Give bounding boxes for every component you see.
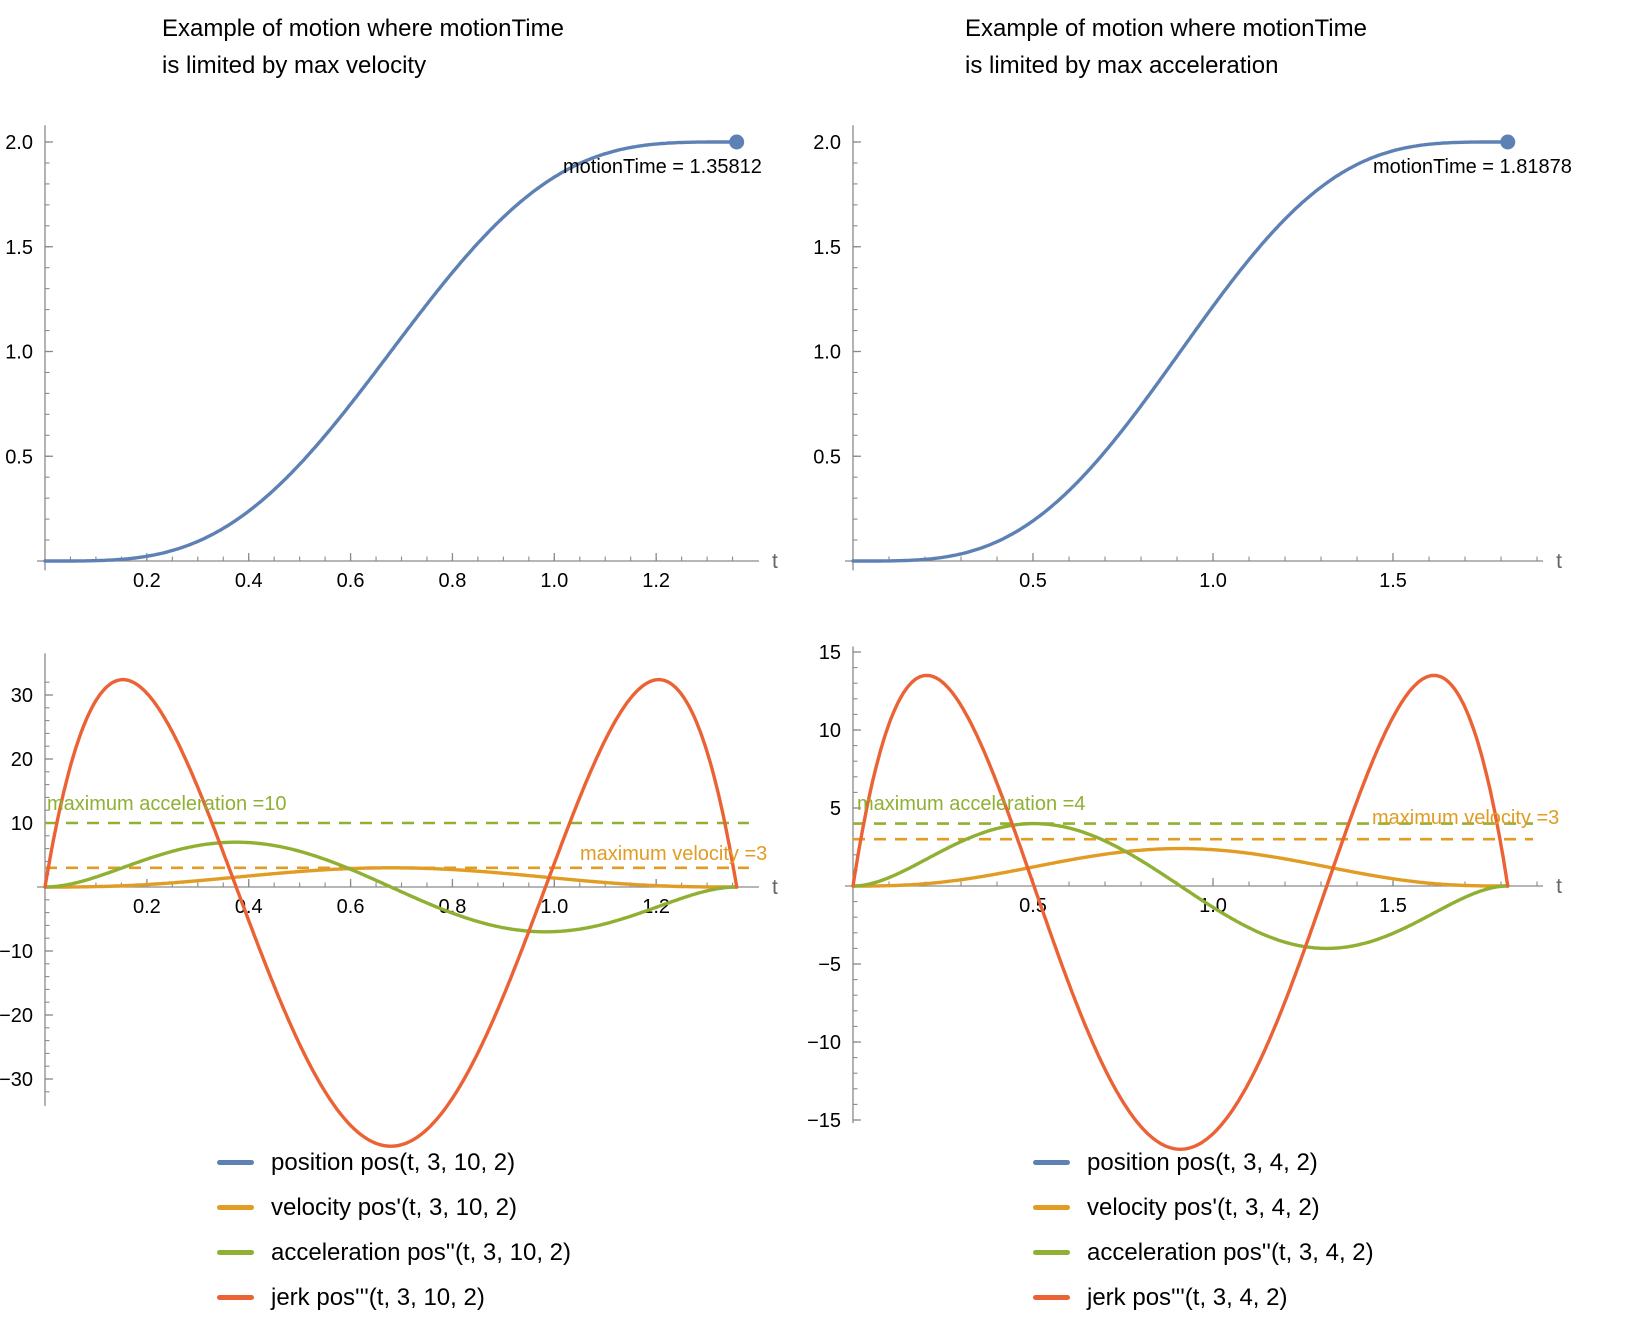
legend-label: velocity pos'(t, 3, 10, 2) [271,1193,518,1221]
svg-text:1.0: 1.0 [813,342,841,364]
svg-text:0.5: 0.5 [813,446,841,468]
legend-label: velocity pos'(t, 3, 4, 2) [1087,1193,1320,1221]
svg-text:0.8: 0.8 [439,896,467,918]
svg-text:10: 10 [819,720,841,742]
svg-text:30: 30 [11,685,33,707]
legend-item-acceleration: acceleration pos''(t, 3, 4, 2) [1033,1230,1374,1275]
svg-text:0.4: 0.4 [235,570,263,592]
legend-right: position pos(t, 3, 4, 2) velocity pos'(t… [1033,1140,1374,1320]
svg-text:5: 5 [830,798,841,820]
svg-text:0.6: 0.6 [337,896,365,918]
title-left-line-1: Example of motion where motionTime [162,15,564,42]
jerk-line-swatch [217,1295,254,1300]
legend-label: acceleration pos''(t, 3, 10, 2) [271,1238,571,1266]
svg-text:−30: −30 [0,1069,33,1091]
position-line-swatch [1033,1160,1070,1165]
svg-text:1.5: 1.5 [5,237,33,259]
svg-text:1.0: 1.0 [1199,570,1227,592]
annotation-motion-time-left: motionTime = 1.35812 [563,156,762,178]
legend-item-velocity: velocity pos'(t, 3, 10, 2) [217,1185,571,1230]
position-line-swatch [217,1160,254,1165]
legend-label: position pos(t, 3, 10, 2) [271,1148,516,1176]
plot-position-velocity-limited: 0.2 0.4 0.6 0.8 1.0 1.2 0.5 1.0 1.5 2.0 t [5,125,778,592]
annotation-motion-time-right: motionTime = 1.81878 [1373,156,1572,178]
jerk-line-swatch [1033,1295,1070,1300]
svg-text:t: t [772,876,778,899]
svg-text:1.0: 1.0 [540,570,568,592]
svg-text:−5: −5 [818,954,841,976]
svg-text:1.5: 1.5 [813,237,841,259]
svg-text:−10: −10 [807,1032,841,1054]
svg-text:0.2: 0.2 [133,570,161,592]
legend-label: position pos(t, 3, 4, 2) [1087,1148,1318,1176]
svg-text:t: t [772,550,778,573]
velocity-line-swatch [1033,1205,1070,1210]
legend-label: acceleration pos''(t, 3, 4, 2) [1087,1238,1374,1266]
svg-text:0.6: 0.6 [337,570,365,592]
svg-text:2.0: 2.0 [813,132,841,154]
svg-text:1.5: 1.5 [1379,895,1407,917]
svg-text:0.2: 0.2 [133,896,161,918]
legend-item-position: position pos(t, 3, 10, 2) [217,1140,571,1185]
acceleration-line-swatch [217,1250,254,1255]
svg-text:1.2: 1.2 [642,570,670,592]
svg-text:1.5: 1.5 [1379,570,1407,592]
svg-text:−15: −15 [807,1110,841,1132]
legend-label: jerk pos'''(t, 3, 10, 2) [271,1283,485,1311]
svg-text:0.5: 0.5 [1019,570,1047,592]
title-right-line-1: Example of motion where motionTime [965,15,1367,42]
plot-position-acceleration-limited: 0.5 1.0 1.5 0.5 1.0 1.5 2.0 t [813,125,1562,592]
legend-left: position pos(t, 3, 10, 2) velocity pos'(… [217,1140,571,1320]
legend-item-jerk: jerk pos'''(t, 3, 10, 2) [217,1275,571,1320]
svg-text:t: t [1556,875,1562,898]
velocity-line-swatch [217,1205,254,1210]
legend-item-position: position pos(t, 3, 4, 2) [1033,1140,1374,1185]
svg-text:0.5: 0.5 [5,446,33,468]
annotation-max-acceleration-left: maximum acceleration =10 [47,793,287,815]
svg-text:10: 10 [11,813,33,835]
legend-item-velocity: velocity pos'(t, 3, 4, 2) [1033,1185,1374,1230]
svg-text:15: 15 [819,642,841,664]
svg-text:0.8: 0.8 [439,570,467,592]
annotation-max-velocity-right: maximum velocity =3 [1372,807,1560,829]
svg-text:−10: −10 [0,941,33,963]
svg-text:2.0: 2.0 [5,132,33,154]
svg-text:1.0: 1.0 [5,342,33,364]
svg-text:−20: −20 [0,1005,33,1027]
annotation-max-velocity-left: maximum velocity =3 [580,843,768,865]
annotation-max-acceleration-right: maximum acceleration =4 [857,793,1086,815]
acceleration-line-swatch [1033,1250,1070,1255]
title-left: Example of motion where motionTime is li… [162,10,564,84]
legend-label: jerk pos'''(t, 3, 4, 2) [1087,1283,1288,1311]
svg-text:20: 20 [11,749,33,771]
svg-text:1.0: 1.0 [540,896,568,918]
title-right-line-2: is limited by max acceleration [965,52,1279,79]
svg-text:t: t [1556,550,1562,573]
legend-item-jerk: jerk pos'''(t, 3, 4, 2) [1033,1275,1374,1320]
legend-item-acceleration: acceleration pos''(t, 3, 10, 2) [217,1230,571,1275]
title-right: Example of motion where motionTime is li… [965,10,1367,84]
title-left-line-2: is limited by max velocity [162,52,427,79]
